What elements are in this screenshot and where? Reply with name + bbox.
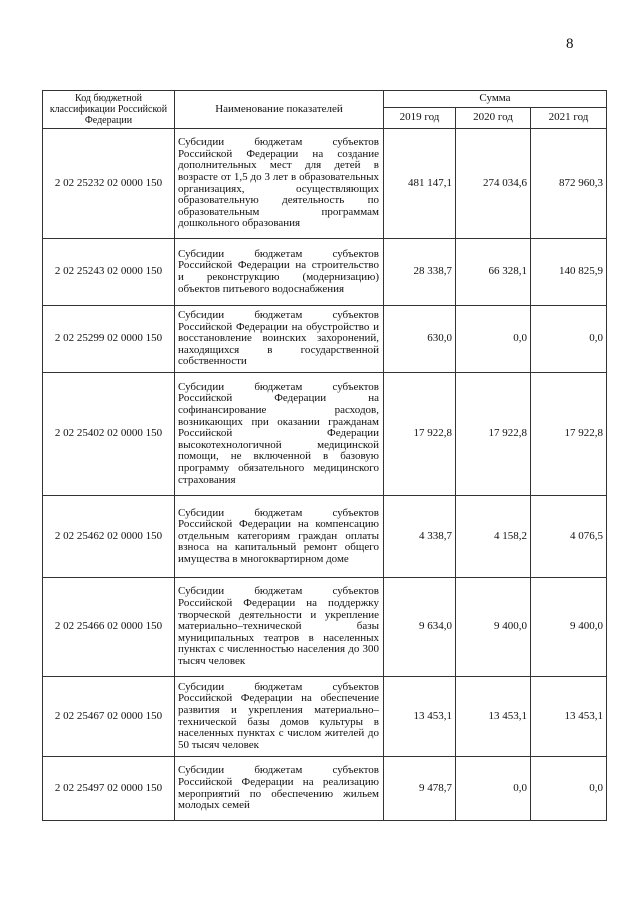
table-row: 2 02 25467 02 0000 150 Субсидии бюджетам … [42, 676, 607, 757]
row-code: 2 02 25299 02 0000 150 [42, 305, 175, 373]
value-2020: 4 158,2 [455, 495, 531, 578]
row-code: 2 02 25466 02 0000 150 [42, 577, 175, 677]
value-2021: 9 400,0 [530, 577, 607, 677]
value-2021: 13 453,1 [530, 676, 607, 757]
header-2019: 2019 год [383, 107, 456, 129]
table-row: 2 02 25232 02 0000 150 Субсидии бюджетам … [42, 128, 607, 239]
header-sum: Сумма [383, 90, 607, 108]
header-2020: 2020 год [455, 107, 531, 129]
value-2021: 4 076,5 [530, 495, 607, 578]
row-name: Субсидии бюджетам субъектов Российской Ф… [174, 305, 384, 373]
row-code: 2 02 25462 02 0000 150 [42, 495, 175, 578]
budget-table: Код бюджетной классификации Российской Ф… [42, 90, 607, 821]
table-row: 2 02 25243 02 0000 150 Субсидии бюджетам … [42, 238, 607, 306]
row-code: 2 02 25497 02 0000 150 [42, 756, 175, 821]
header-name: Наименование показателей [174, 90, 384, 129]
row-code: 2 02 25402 02 0000 150 [42, 372, 175, 496]
value-2020: 66 328,1 [455, 238, 531, 306]
value-2019: 630,0 [383, 305, 456, 373]
value-2021: 872 960,3 [530, 128, 607, 239]
row-code: 2 02 25467 02 0000 150 [42, 676, 175, 757]
row-name: Субсидии бюджетам субъектов Российской Ф… [174, 495, 384, 578]
table-row: 2 02 25466 02 0000 150 Субсидии бюджетам … [42, 577, 607, 677]
value-2020: 274 034,6 [455, 128, 531, 239]
value-2020: 17 922,8 [455, 372, 531, 496]
row-name: Субсидии бюджетам субъектов Российской Ф… [174, 372, 384, 496]
value-2019: 28 338,7 [383, 238, 456, 306]
value-2019: 17 922,8 [383, 372, 456, 496]
page-number: 8 [566, 36, 574, 52]
value-2019: 4 338,7 [383, 495, 456, 578]
table-row: 2 02 25462 02 0000 150 Субсидии бюджетам … [42, 495, 607, 578]
header-2021: 2021 год [530, 107, 607, 129]
value-2021: 17 922,8 [530, 372, 607, 496]
value-2020: 0,0 [455, 305, 531, 373]
table-row: 2 02 25497 02 0000 150 Субсидии бюджетам … [42, 756, 607, 821]
row-name: Субсидии бюджетам субъектов Российской Ф… [174, 128, 384, 239]
value-2019: 481 147,1 [383, 128, 456, 239]
row-name: Субсидии бюджетам субъектов Российской Ф… [174, 756, 384, 821]
table-row: 2 02 25299 02 0000 150 Субсидии бюджетам … [42, 305, 607, 373]
value-2020: 0,0 [455, 756, 531, 821]
value-2019: 9 478,7 [383, 756, 456, 821]
table-row: 2 02 25402 02 0000 150 Субсидии бюджетам … [42, 372, 607, 496]
row-name: Субсидии бюджетам субъектов Российской Ф… [174, 676, 384, 757]
value-2019: 13 453,1 [383, 676, 456, 757]
value-2021: 0,0 [530, 756, 607, 821]
header-code: Код бюджетной классификации Российской Ф… [42, 90, 175, 129]
row-name: Субсидии бюджетам субъектов Российской Ф… [174, 238, 384, 306]
row-name: Субсидии бюджетам субъектов Российской Ф… [174, 577, 384, 677]
row-code: 2 02 25232 02 0000 150 [42, 128, 175, 239]
value-2020: 13 453,1 [455, 676, 531, 757]
value-2021: 140 825,9 [530, 238, 607, 306]
value-2020: 9 400,0 [455, 577, 531, 677]
value-2021: 0,0 [530, 305, 607, 373]
row-code: 2 02 25243 02 0000 150 [42, 238, 175, 306]
value-2019: 9 634,0 [383, 577, 456, 677]
